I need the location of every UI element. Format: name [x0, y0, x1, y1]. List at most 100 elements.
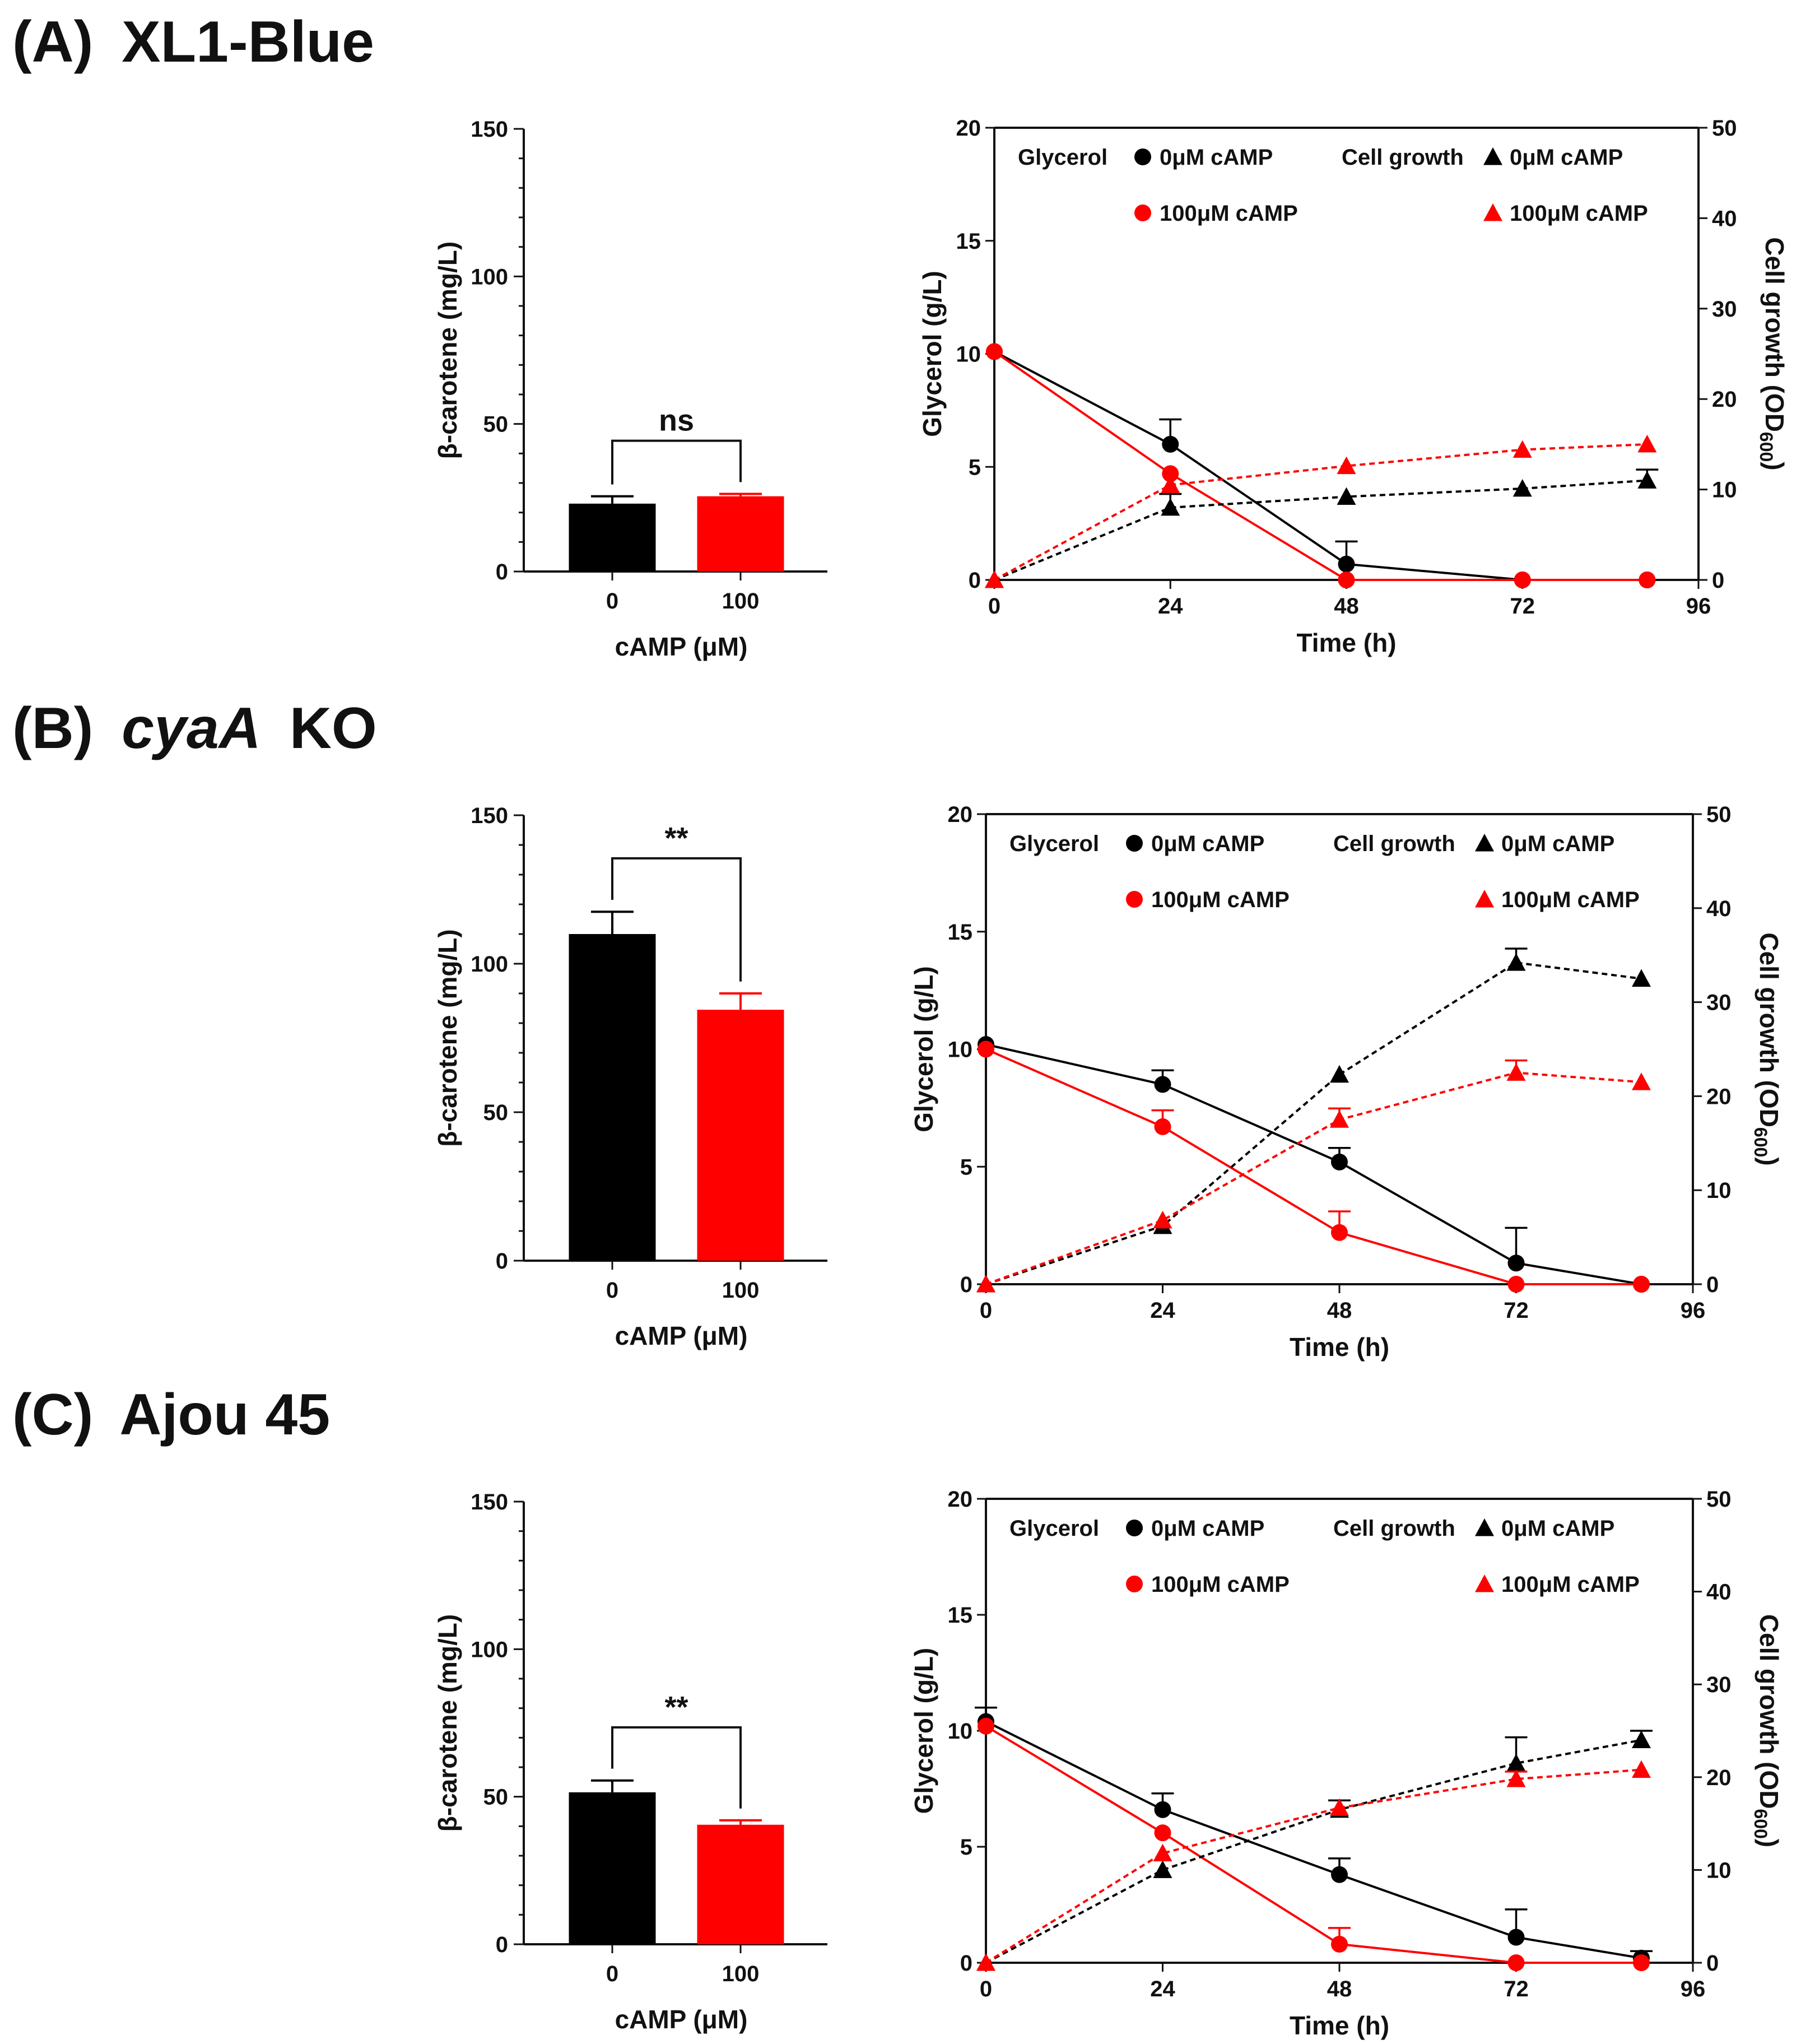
y-tick-label: 20: [948, 1487, 973, 1512]
legend-growth-100: 100μM cAMP: [1510, 201, 1648, 226]
y-tick-label: 0: [496, 1249, 508, 1274]
data-point-circle: [1126, 1520, 1143, 1536]
significance-label: **: [664, 821, 688, 855]
y2-axis-label-main: Cell growth (OD: [1760, 237, 1789, 432]
data-point-circle: [1507, 1255, 1525, 1272]
x-tick-label: 0: [606, 1962, 618, 1986]
data-point-triangle: [1483, 147, 1502, 165]
data-point-triangle: [976, 1953, 995, 1971]
line-chart-b: 0 5 10 15 20 0 10 20 30 40 50 0 24 48 72 96 Time (h) Glyc…: [909, 802, 1784, 1362]
legend-growth-100: 100μM cAMP: [1501, 888, 1640, 912]
y2-tick-label: 20: [1706, 1084, 1732, 1109]
data-point-triangle: [1153, 1860, 1172, 1878]
x-axis-label: cAMP (μM): [615, 632, 748, 661]
y-tick-label: 0: [496, 560, 508, 584]
panel-b-label: (B): [12, 696, 93, 761]
data-point-circle: [1639, 572, 1656, 588]
data-point-triangle: [1483, 203, 1502, 221]
legend-growth-0: 0μM cAMP: [1510, 145, 1623, 170]
y-axis-label: Glycerol (g/L): [909, 1648, 938, 1814]
y-tick-label: 150: [471, 803, 508, 828]
data-point-triangle: [1631, 1072, 1651, 1090]
x-tick-label: 100: [722, 1278, 760, 1303]
data-point-triangle: [1637, 471, 1657, 489]
growth-series-line: [985, 1071, 1642, 1285]
x-tick-label: 48: [1327, 1298, 1352, 1323]
data-point-triangle: [1475, 1518, 1494, 1536]
data-point-triangle: [985, 570, 1004, 588]
data-point-triangle: [1161, 498, 1180, 516]
data-point-circle: [1331, 1224, 1348, 1241]
y2-axis-label-sub: 600: [1751, 1127, 1771, 1157]
y-axis-label: Glycerol (g/L): [918, 271, 947, 436]
x-axis-label: Time (h): [1290, 1332, 1389, 1362]
glycerol-series-line: [994, 350, 1648, 581]
y-tick-label: 10: [948, 1038, 973, 1062]
data-point-circle: [1632, 1954, 1650, 1971]
y-tick-label: 0: [960, 1951, 972, 1976]
y-tick-label: 10: [948, 1719, 973, 1744]
y2-axis-label: Cell growth (OD600): [1751, 932, 1784, 1165]
x-tick-label: 0: [606, 589, 618, 614]
panel-b-strain-suffix: KO: [290, 696, 377, 761]
bar-0: [569, 1792, 656, 1944]
data-point-triangle: [1153, 1210, 1172, 1229]
panel-c-title: (C) Ajou 45: [12, 1382, 330, 1447]
growth-series-line: [985, 1739, 1642, 1964]
significance-label: **: [664, 1690, 688, 1724]
panel-a-strain: XL1-Blue: [122, 10, 374, 75]
data-point-circle: [1154, 1118, 1171, 1135]
y-tick-label: 0: [969, 568, 981, 593]
data-point-triangle: [1631, 1730, 1651, 1749]
x-tick-label: 24: [1158, 594, 1183, 619]
y2-tick-label: 30: [1706, 991, 1732, 1015]
y2-tick-label: 10: [1712, 478, 1737, 503]
y2-tick-label: 10: [1706, 1178, 1732, 1203]
y-axis-label: β-carotene (mg/L): [433, 1614, 462, 1832]
data-point-triangle: [1475, 834, 1494, 852]
x-tick-label: 96: [1686, 594, 1711, 619]
y-tick-label: 0: [496, 1932, 508, 1957]
x-tick-label: 0: [980, 1977, 992, 2001]
data-point-triangle: [1330, 1798, 1349, 1816]
x-tick-label: 48: [1327, 1977, 1352, 2001]
data-point-circle: [1126, 1576, 1143, 1592]
legend-glycerol-0: 0μM cAMP: [1151, 1516, 1264, 1541]
data-point-triangle: [1506, 953, 1526, 971]
line-chart-c: 0 5 10 15 20 0 10 20 30 40 50 0 24 48 72 96 Time (h) Glyc…: [909, 1487, 1784, 2040]
y2-axis-label: Cell growth (OD600): [1751, 1614, 1784, 1847]
bar-0: [569, 934, 656, 1261]
data-point-circle: [1162, 465, 1179, 482]
y2-tick-label: 40: [1706, 1580, 1732, 1605]
data-point-triangle: [1337, 487, 1356, 505]
y-tick-label: 100: [471, 1637, 508, 1662]
data-point-circle: [1134, 205, 1151, 221]
panel-c-label: (C): [12, 1382, 93, 1447]
y-axis-label: β-carotene (mg/L): [433, 929, 462, 1146]
glycerol-series-line: [985, 1725, 1641, 1964]
y2-tick-label: 40: [1706, 896, 1732, 921]
y-tick-label: 150: [471, 117, 508, 142]
data-point-circle: [1126, 835, 1143, 852]
y2-axis-label-end: ): [1755, 1839, 1784, 1847]
bar-chart-b: 0 50 100 150 0 100 ** cAMP (μM) β-carotene (mg/L…: [433, 803, 827, 1350]
bar-100: [697, 1010, 784, 1261]
y2-tick-label: 50: [1706, 802, 1732, 827]
data-point-triangle: [1161, 475, 1180, 493]
legend-growth-0: 0μM cAMP: [1501, 831, 1614, 856]
legend-glycerol-title: Glycerol: [1009, 1516, 1099, 1541]
y2-tick-label: 0: [1712, 568, 1724, 593]
data-point-circle: [1331, 1866, 1348, 1883]
y2-axis-label: Cell growth (OD600): [1756, 237, 1789, 470]
data-point-circle: [1154, 1801, 1171, 1818]
x-tick-label: 72: [1504, 1298, 1529, 1323]
data-point-triangle: [1475, 890, 1494, 908]
data-point-triangle: [976, 1275, 995, 1293]
y-tick-label: 100: [471, 264, 508, 289]
y-tick-label: 15: [948, 920, 973, 945]
bar-chart-c: 0 50 100 150 0 100 ** cAMP (μM) β-carotene (mg/L…: [433, 1490, 827, 2034]
data-point-circle: [986, 343, 1003, 360]
data-point-triangle: [1631, 969, 1651, 987]
y-tick-label: 50: [483, 1100, 509, 1125]
x-tick-label: 100: [722, 1962, 760, 1986]
